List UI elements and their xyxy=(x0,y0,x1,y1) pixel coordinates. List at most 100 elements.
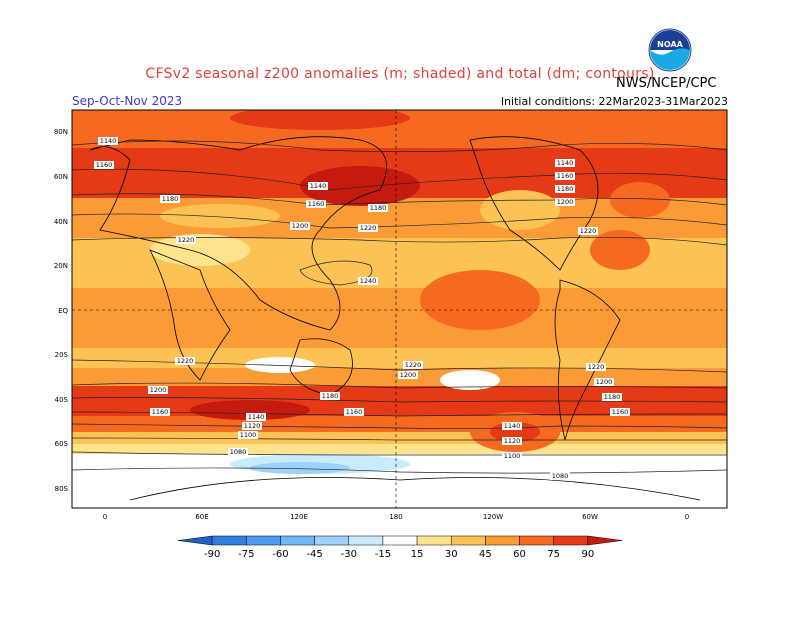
initial-conditions-label: Initial conditions: 22Mar2023-31Mar2023 xyxy=(500,95,728,108)
contour-label: 1140 xyxy=(557,159,574,167)
colorbar-swatch xyxy=(314,535,350,546)
colorbar-tick-label: 90 xyxy=(581,549,594,560)
lon-label: 0 xyxy=(103,513,107,521)
colorbar-swatch xyxy=(382,535,418,546)
anomaly-shading xyxy=(72,110,727,508)
contour-label-bg xyxy=(586,363,606,371)
contour-label-bg xyxy=(175,357,195,365)
lon-label: 60E xyxy=(195,513,208,521)
contour-label-bg xyxy=(502,452,522,460)
contour-label-bg xyxy=(242,422,262,430)
season-label: Sep-Oct-Nov 2023 xyxy=(72,94,183,108)
contour-label: 1100 xyxy=(240,431,257,439)
lat-label: 40S xyxy=(55,396,69,404)
colorbar-swatch xyxy=(416,535,452,546)
contour-label-bg xyxy=(358,224,378,232)
colorbar-tick-label: -75 xyxy=(238,549,254,560)
contour-label-bg xyxy=(320,392,340,400)
contour-label-bg xyxy=(306,200,326,208)
colorbar-tick-label: -90 xyxy=(204,549,220,560)
contour-label: 1100 xyxy=(504,452,521,460)
contour-label-bg xyxy=(246,413,266,421)
colorbar-swatch xyxy=(485,535,520,546)
contour-label-bg xyxy=(594,378,614,386)
contour-label-bg xyxy=(290,222,310,230)
contour-label-bg xyxy=(610,408,630,416)
latitude-labels: 80N 60N 40N 20N EQ 20S 40S 60S 80S xyxy=(54,128,69,493)
contour-label-bg xyxy=(550,472,570,480)
colorbar: -90 -75 -60 -45 -30 -15 15 30 45 60 75 90 xyxy=(177,535,623,560)
contour-label: 1140 xyxy=(248,413,265,421)
noaa-logo: NOAA xyxy=(648,28,692,72)
antarctica-outline xyxy=(129,477,701,501)
australia-outline xyxy=(289,338,353,396)
contour-label: 1180 xyxy=(604,393,621,401)
contour-label: 1220 xyxy=(178,236,195,244)
contour-label: 1160 xyxy=(612,408,629,416)
contour-label: 1160 xyxy=(152,408,169,416)
contour-label-bg xyxy=(555,198,575,206)
lat-label: 60N xyxy=(54,173,68,181)
contour-label: 1140 xyxy=(504,422,521,430)
colorbar-tick-label: -30 xyxy=(341,549,357,560)
lat-label: 20N xyxy=(54,262,68,270)
contour-label: 1080 xyxy=(552,472,569,480)
agency-label: NWS/NCEP/CPC xyxy=(616,76,717,91)
map-frame xyxy=(71,109,728,509)
lat-label: 80S xyxy=(55,485,69,493)
contour-label: 1160 xyxy=(557,172,574,180)
contour-label-bg xyxy=(602,393,622,401)
contour-label-bg xyxy=(555,159,575,167)
contour-label: 1220 xyxy=(580,227,597,235)
contour-label-bg xyxy=(176,236,196,244)
contour-label: 1220 xyxy=(588,363,605,371)
contour-label-bg xyxy=(555,172,575,180)
contour-label: 1220 xyxy=(360,224,377,232)
contour-label: 1160 xyxy=(346,408,363,416)
lon-label: 180 xyxy=(389,513,402,521)
contour-label: 1240 xyxy=(360,277,377,285)
lat-label: 20S xyxy=(55,351,69,359)
contour-label-bg xyxy=(502,437,522,445)
contour-label-bg xyxy=(308,182,328,190)
contour-label: 1120 xyxy=(504,437,521,445)
contour-label-bg xyxy=(358,277,378,285)
lon-label: 120E xyxy=(290,513,308,521)
colorbar-swatch xyxy=(519,535,554,546)
lat-label: 40N xyxy=(54,218,68,226)
colorbar-swatch xyxy=(553,535,589,546)
contour-label-bg xyxy=(148,386,168,394)
colorbar-tick-label: 15 xyxy=(411,549,424,560)
contour-label: 1200 xyxy=(150,386,167,394)
contour-label: 1120 xyxy=(244,422,261,430)
contour-label: 1200 xyxy=(557,198,574,206)
contour-label: 1200 xyxy=(596,378,613,386)
africa-south-outline xyxy=(149,249,231,381)
contour-label: 1180 xyxy=(557,185,574,193)
contour-label-bg xyxy=(344,408,364,416)
contour-label-bg xyxy=(368,204,388,212)
lon-label: 60W xyxy=(582,513,598,521)
colorbar-tick-label: 30 xyxy=(445,549,458,560)
figure-title: CFSv2 seasonal z200 anomalies (m; shaded… xyxy=(145,66,655,82)
colorbar-swatch xyxy=(450,535,486,546)
contour-label-bg xyxy=(403,361,423,369)
contour-label: 1160 xyxy=(308,200,325,208)
colorbar-tick-label: -15 xyxy=(375,549,391,560)
contour-label: 1200 xyxy=(400,371,417,379)
contour-label-bg xyxy=(94,161,114,169)
lat-label: 80N xyxy=(54,128,68,136)
contour-label-bg xyxy=(228,448,248,456)
contour-label: 1160 xyxy=(96,161,113,169)
contour-label-bg xyxy=(160,195,180,203)
contour-label: 1080 xyxy=(230,448,247,456)
colorbar-swatch xyxy=(177,535,213,546)
longitude-labels: 0 60E 120E 180 120W 60W 0 xyxy=(103,513,689,521)
contour-label: 1220 xyxy=(177,357,194,365)
eurasia-africa-outline xyxy=(89,136,388,331)
colorbar-swatch xyxy=(348,535,384,546)
colorbar-tick-label: 45 xyxy=(479,549,492,560)
colorbar-tick-label: 75 xyxy=(547,549,560,560)
colorbar-tick-label: 60 xyxy=(513,549,526,560)
